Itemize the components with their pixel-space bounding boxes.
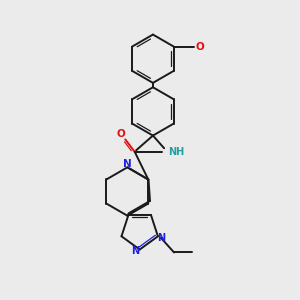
Text: N: N [158, 233, 166, 243]
Text: N: N [123, 159, 132, 170]
Text: NH: NH [168, 147, 184, 157]
Text: N: N [131, 246, 139, 256]
Text: O: O [116, 129, 125, 139]
Text: O: O [195, 42, 204, 52]
